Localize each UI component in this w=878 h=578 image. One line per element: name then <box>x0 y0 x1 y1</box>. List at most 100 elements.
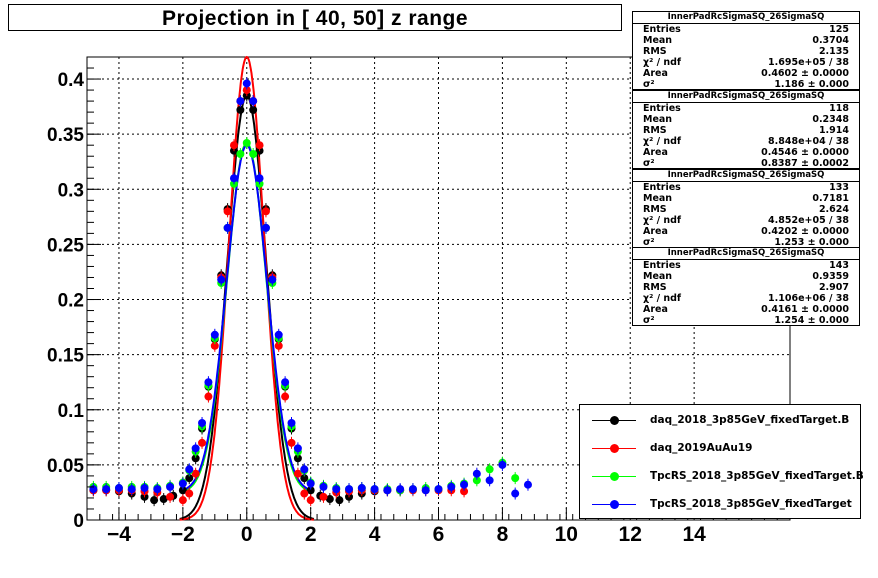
stat-key: χ² / ndf <box>643 57 682 68</box>
stat-row: Entries 133 <box>633 182 859 193</box>
x-tick-label: 4 <box>369 523 381 546</box>
data-point <box>249 97 258 106</box>
stat-value: 2.907 <box>818 282 849 293</box>
stat-value: 0.4546 ± 0.0000 <box>761 147 849 158</box>
x-tick-label: 0 <box>241 523 253 546</box>
data-point <box>345 485 354 494</box>
data-point <box>150 496 159 505</box>
stat-row: χ² / ndf 4.852e+05 / 38 <box>633 215 859 226</box>
stat-key: Entries <box>643 24 681 35</box>
stat-value: 8.848e+04 / 38 <box>768 136 849 147</box>
stat-key: Mean <box>643 35 673 46</box>
data-point <box>191 454 200 463</box>
data-point <box>191 444 200 453</box>
legend-item: TpcRS_2018_3p85GeV_fixedTarget <box>580 495 862 515</box>
stat-box: InnerPadRcSigmaSQ_26SigmaSQ Entries 133 Mea… <box>632 169 860 248</box>
data-point <box>223 223 232 232</box>
legend-item: daq_2018_3p85GeV_fixedTarget.B <box>580 411 862 431</box>
stat-key: Mean <box>643 193 673 204</box>
data-point <box>210 330 219 339</box>
data-point <box>383 486 392 495</box>
data-point <box>281 378 290 387</box>
x-tick-label: −4 <box>107 523 131 546</box>
stat-row: RMS 1.914 <box>633 125 859 136</box>
y-tick-label: 0 <box>73 511 84 532</box>
data-point <box>114 484 123 493</box>
stat-key: Area <box>643 68 668 79</box>
stat-row: σ² 1.186 ± 0.000 <box>633 79 859 90</box>
data-point <box>198 418 207 427</box>
stat-value: 1.914 <box>818 125 849 136</box>
stat-value: 0.8387 ± 0.0002 <box>761 158 849 169</box>
stat-value: 125 <box>829 24 849 35</box>
stat-value: 1.253 ± 0.000 <box>774 237 849 248</box>
chart-title: Projection in [ 40, 50] z range <box>161 7 469 30</box>
data-point <box>198 438 207 447</box>
legend: daq_2018_3p85GeV_fixedTarget.B daq_2019A… <box>579 404 864 519</box>
stat-row: RMS 2.135 <box>633 46 859 57</box>
data-point <box>306 496 315 505</box>
data-point <box>178 496 187 505</box>
data-point <box>102 485 111 494</box>
stat-box-header: InnerPadRcSigmaSQ_26SigmaSQ <box>633 91 859 103</box>
legend-marker <box>610 472 619 481</box>
x-tick-label: −2 <box>171 523 195 546</box>
data-point <box>236 97 245 106</box>
y-tick-label: 0.35 <box>47 125 84 146</box>
data-point <box>300 489 309 498</box>
data-point <box>306 479 315 488</box>
stat-value: 2.624 <box>818 204 849 215</box>
data-point <box>511 474 520 483</box>
stat-box-header: InnerPadRcSigmaSQ_26SigmaSQ <box>633 170 859 182</box>
data-point <box>178 486 187 495</box>
stat-value: 0.4202 ± 0.0000 <box>761 226 849 237</box>
stat-row: σ² 1.254 ± 0.000 <box>633 315 859 326</box>
data-point <box>255 174 264 183</box>
data-point <box>281 392 290 401</box>
data-point <box>159 495 168 504</box>
data-point <box>242 86 251 95</box>
stat-value: 0.3704 <box>812 35 849 46</box>
data-point <box>472 476 481 485</box>
data-point <box>306 486 315 495</box>
data-point <box>421 486 430 495</box>
data-point <box>255 141 264 150</box>
stat-value: 2.135 <box>818 46 849 57</box>
data-point <box>274 330 283 339</box>
data-point <box>185 465 194 474</box>
data-point <box>153 485 162 494</box>
legend-label: daq_2019AuAu19 <box>650 442 753 454</box>
data-point <box>217 275 226 284</box>
stat-key: RMS <box>643 204 667 215</box>
stat-key: Mean <box>643 114 673 125</box>
stat-row: Area 0.4202 ± 0.0000 <box>633 226 859 237</box>
data-point <box>229 174 238 183</box>
stat-value: 0.7181 <box>812 193 849 204</box>
stat-value: 1.254 ± 0.000 <box>774 315 849 326</box>
stat-row: Mean 0.3704 <box>633 35 859 46</box>
stat-box: InnerPadRcSigmaSQ_26SigmaSQ Entries 143 Mea… <box>632 247 860 326</box>
data-point <box>325 495 334 504</box>
stat-box: InnerPadRcSigmaSQ_26SigmaSQ Entries 118 Mea… <box>632 90 860 169</box>
data-point <box>236 150 245 159</box>
x-tick-label: 8 <box>497 523 509 546</box>
stat-key: Area <box>643 226 668 237</box>
legend-marker <box>610 416 619 425</box>
stat-value: 0.2348 <box>812 114 849 125</box>
fit-curve <box>179 55 315 521</box>
stat-value: 1.106e+06 / 38 <box>768 293 849 304</box>
data-point <box>447 482 456 491</box>
legend-marker <box>610 500 619 509</box>
stat-row: σ² 1.253 ± 0.000 <box>633 237 859 248</box>
data-point <box>268 275 277 284</box>
stat-value: 1.186 ± 0.000 <box>774 79 849 90</box>
title-box: Projection in [ 40, 50] z range <box>8 4 622 31</box>
y-tick-label: 0.4 <box>58 70 85 91</box>
stat-box: InnerPadRcSigmaSQ_26SigmaSQ Entries 125 Mea… <box>632 11 860 90</box>
stat-row: Mean 0.9359 <box>633 271 859 282</box>
data-point <box>319 482 328 491</box>
data-point <box>223 207 232 216</box>
data-point <box>319 492 328 501</box>
data-point <box>300 465 309 474</box>
stat-key: χ² / ndf <box>643 136 682 147</box>
